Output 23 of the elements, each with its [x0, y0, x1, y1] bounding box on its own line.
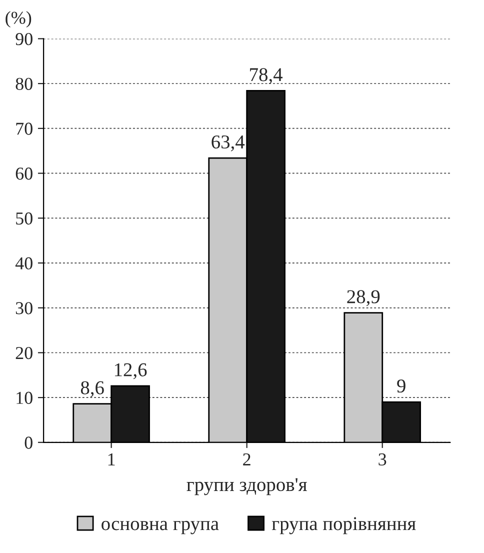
y-tick-label: 40: [15, 257, 32, 270]
y-tick-label: 10: [16, 392, 32, 404]
x-tick-label: 2: [243, 453, 250, 466]
legend-label: група порівняння: [272, 517, 416, 534]
y-tick-label: 70: [16, 122, 32, 135]
y-axis-title: (%): [6, 11, 32, 28]
y-tick-label: 0: [24, 436, 32, 449]
y-tick-label: 50: [16, 212, 32, 225]
data-label: 8,6: [80, 381, 104, 398]
x-tick-label: 1: [108, 453, 115, 466]
data-label: 9: [397, 379, 406, 393]
x-axis-title: групи здоров'я: [186, 478, 307, 496]
data-label: 78,4: [250, 68, 283, 84]
y-tick-label: 90: [16, 32, 32, 46]
y-tick-label: 20: [16, 346, 32, 360]
y-tick-label: 30: [16, 302, 32, 314]
data-label: 12,6: [114, 363, 147, 380]
legend-label: основна група: [102, 520, 219, 534]
data-label: 28,9: [347, 290, 380, 306]
data-label: 63,4: [212, 135, 245, 152]
x-tick-label: 3: [378, 453, 386, 466]
y-tick-label: 80: [16, 78, 32, 90]
y-tick-label: 60: [16, 168, 32, 180]
